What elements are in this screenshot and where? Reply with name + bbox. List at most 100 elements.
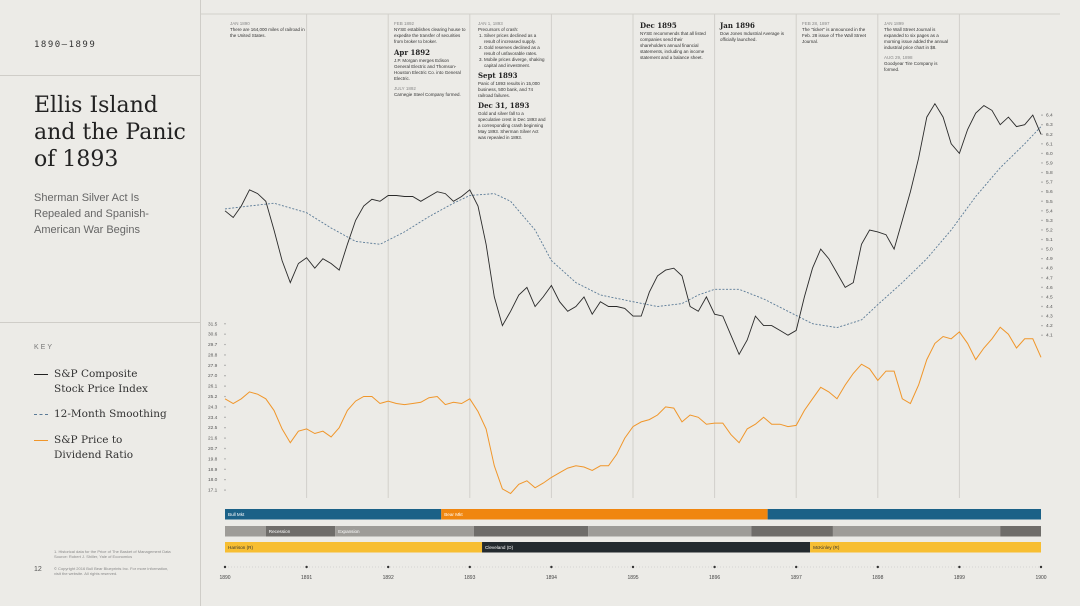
pd-tick-label: 29.7 (208, 342, 218, 348)
timeline-segment (265, 526, 336, 537)
price-tick-label: 4.5 (1046, 294, 1053, 300)
price-tick-label: 5.9 (1046, 160, 1053, 166)
x-tick-label: 1895 (627, 575, 638, 581)
timeline-segment (588, 526, 752, 537)
price-tick-mark (1041, 162, 1043, 164)
price-tick-label: 6.0 (1046, 151, 1053, 157)
pd-tick-mark (224, 427, 226, 429)
legend-swatch (34, 374, 48, 375)
x-tick-mark (876, 565, 879, 569)
period-label: 1890–1899 (34, 40, 97, 50)
price-tick-mark (1041, 324, 1043, 327)
x-tick-label: 1890 (219, 575, 230, 581)
x-tick-label: 1897 (791, 575, 802, 581)
price-tick-mark (1041, 305, 1043, 308)
pd-tick-label: 20.7 (208, 446, 218, 452)
pd-tick-label: 18.0 (208, 477, 218, 483)
x-tick-mark (958, 565, 961, 569)
price-tick-mark (1041, 114, 1043, 116)
price-tick-label: 4.7 (1046, 275, 1053, 281)
legend-swatch (34, 440, 48, 441)
price-tick-mark (1041, 257, 1043, 260)
legend-label: 12-Month Smoothing (54, 408, 167, 420)
pd-tick-mark (224, 364, 226, 367)
annotation-1895: Dec 1895 NYSE recommends that all listed … (640, 21, 706, 60)
x-tick-mark (305, 565, 308, 569)
price-tick-label: 5.1 (1046, 237, 1053, 243)
price-tick-label: 5.3 (1046, 218, 1053, 224)
annotation-1899: JAN 1899 The Wall Street Journal is expan… (884, 21, 949, 72)
price-tick-mark (1041, 200, 1043, 202)
smoothing-line (224, 126, 1042, 329)
price-tick-mark (1041, 190, 1043, 193)
price-tick-label: 5.8 (1046, 170, 1053, 176)
sidebar: 1890–1899 Ellis Island and the Panic of … (0, 0, 201, 606)
price-tick-label: 4.4 (1046, 304, 1053, 310)
title-line: Ellis Island (34, 93, 158, 118)
timeline-segment (810, 542, 1041, 553)
legend-label: S&P Composite (54, 368, 138, 380)
footnote: 1. Historical data for the Price of The … (54, 549, 171, 559)
timeline-segment (225, 542, 483, 553)
legend-item-pd-ratio: S&P Price to Dividend Ratio (34, 433, 133, 463)
page-number: 12 (34, 566, 42, 573)
price-tick-mark (1041, 229, 1043, 231)
price-tick-mark (1041, 315, 1043, 317)
price-tick-mark (1041, 334, 1043, 336)
divider (0, 322, 200, 323)
legend-label: Stock Price Index (54, 383, 148, 395)
pd-tick-label: 18.9 (208, 467, 218, 473)
timeline-segment (225, 526, 266, 537)
price-tick-mark (1041, 219, 1043, 222)
timeline-label: Bull Mkt (228, 512, 245, 517)
price-tick-mark (1041, 133, 1043, 135)
annotation-1896: Jan 1896 Dow Jones Industrial Average is … (720, 21, 784, 42)
price-line (224, 102, 1042, 356)
x-tick-mark (223, 565, 227, 569)
pd-tick-mark (224, 406, 226, 408)
pd-tick-mark (224, 458, 226, 460)
pd-tick-mark (224, 395, 226, 398)
price-tick-mark (1041, 181, 1043, 183)
x-tick-label: 1891 (301, 575, 312, 581)
pd-tick-label: 19.8 (208, 456, 218, 462)
price-tick-mark (1041, 171, 1043, 174)
timeline-label: McKinley (R) (813, 545, 840, 550)
pd-tick-mark (224, 343, 226, 346)
x-tick-mark (387, 565, 390, 569)
timeline-label: Expansion (338, 529, 360, 534)
pd-tick-mark (224, 447, 226, 450)
page-subtitle: Sherman Silver Act Is Repealed and Spani… (34, 190, 184, 238)
pd-tick-mark (224, 416, 226, 419)
pd-tick-label: 30.6 (208, 332, 218, 338)
annotation-1890: JAN 1890 There are 164,000 miles of railr… (230, 21, 305, 38)
timeline-segment (335, 526, 474, 537)
pd-tick-mark (224, 323, 226, 325)
x-tick-label: 1893 (464, 575, 475, 581)
price-tick-mark (1041, 286, 1043, 289)
price-tick-mark (1041, 296, 1043, 298)
legend-label: S&P Price to (54, 434, 123, 446)
x-tick-label: 1894 (546, 575, 557, 581)
annotation-1892: FEB 1892 NYSE establishes clearing house … (394, 21, 466, 97)
x-tick-label: 1900 (1035, 575, 1046, 581)
key-heading: KEY (34, 344, 55, 351)
pd-tick-mark (224, 489, 226, 491)
subtitle-line: Sherman Silver Act Is (34, 192, 140, 204)
price-tick-label: 4.2 (1046, 323, 1053, 329)
price-tick-mark (1041, 277, 1043, 279)
legend-swatch (34, 414, 48, 415)
price-tick-mark (1041, 143, 1043, 145)
price-tick-label: 5.0 (1046, 247, 1053, 253)
price-tick-label: 4.1 (1046, 333, 1053, 339)
price-tick-label: 6.3 (1046, 122, 1053, 128)
timeline-segment (473, 526, 589, 537)
x-tick-label: 1896 (709, 575, 720, 581)
pd-tick-mark (224, 478, 226, 481)
timeline-segment (225, 509, 442, 520)
pd-tick-mark (224, 333, 226, 335)
price-tick-mark (1041, 238, 1043, 241)
x-tick-mark (713, 565, 716, 569)
price-tick-label: 4.9 (1046, 256, 1053, 262)
price-tick-label: 5.4 (1046, 208, 1053, 214)
